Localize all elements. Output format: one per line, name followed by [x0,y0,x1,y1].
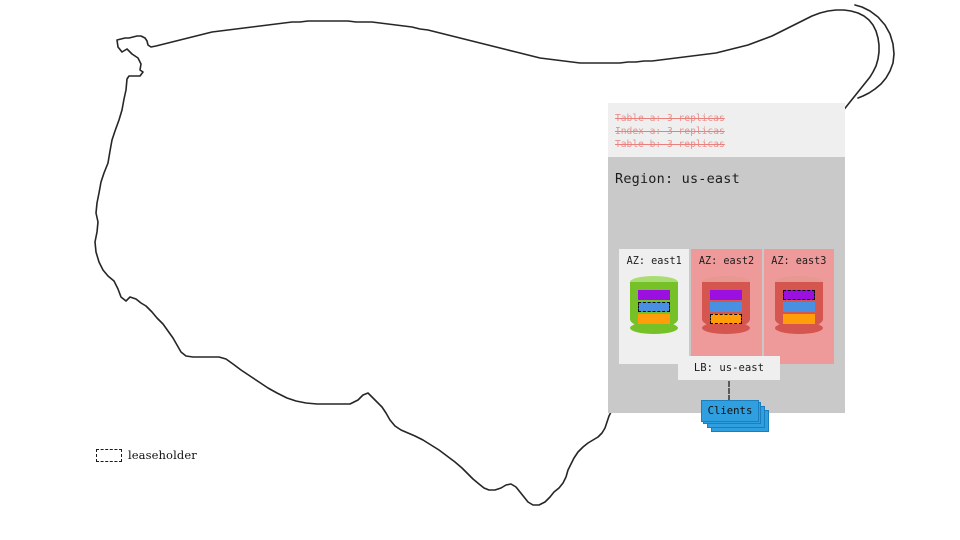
range-table-a-leaseholder [782,290,815,300]
availability-zone-row: AZ: east1 AZ: east2 [619,249,834,364]
range-table-a [638,290,671,300]
range-list [702,288,750,334]
az-title: AZ: east2 [698,256,755,267]
availability-zone-east1[interactable]: AZ: east1 [619,249,690,364]
clients-box-label: Clients [701,400,759,422]
range-table-b-leaseholder [710,314,743,324]
range-table-b [782,314,815,324]
az-title: AZ: east1 [626,256,682,267]
database-node-east2[interactable] [702,276,751,334]
cylinder-bottom-icon [702,322,751,334]
cylinder-bottom-icon [774,322,823,334]
leaseholder-legend-label: leaseholder [128,448,197,462]
range-table-b [638,314,671,324]
range-index-a [710,302,743,312]
cylinder-bottom-icon [630,322,679,334]
replica-status-list: Table a: 3 replicas Index a: 3 replicas … [608,103,845,157]
northeast-coast-path [854,4,895,99]
range-list [630,288,678,334]
availability-zone-east2[interactable]: AZ: east2 [691,249,762,364]
region-panel: Table a: 3 replicas Index a: 3 replicas … [608,103,845,432]
leaseholder-legend: leaseholder [96,448,197,462]
region-title: Region: us-east [615,171,740,187]
database-node-east1[interactable] [630,276,679,334]
clients-stack[interactable]: Clients [701,400,769,432]
range-table-a [710,290,743,300]
range-index-a-leaseholder [638,302,671,312]
range-index-a [782,302,815,312]
region-container: Region: us-east AZ: east1 [608,157,845,432]
database-node-east3[interactable] [774,276,823,334]
replica-status-line: Index a: 3 replicas [615,126,725,137]
range-list [775,288,823,334]
replica-status-line: Table a: 3 replicas [615,113,725,124]
az-title: AZ: east3 [771,256,827,267]
availability-zone-east3[interactable]: AZ: east3 [763,249,834,364]
load-balancer-box[interactable]: LB: us-east [678,356,780,380]
dashed-rectangle-icon [96,448,122,462]
replica-status-line: Table b: 3 replicas [615,139,725,150]
lb-clients-connector [728,381,732,401]
